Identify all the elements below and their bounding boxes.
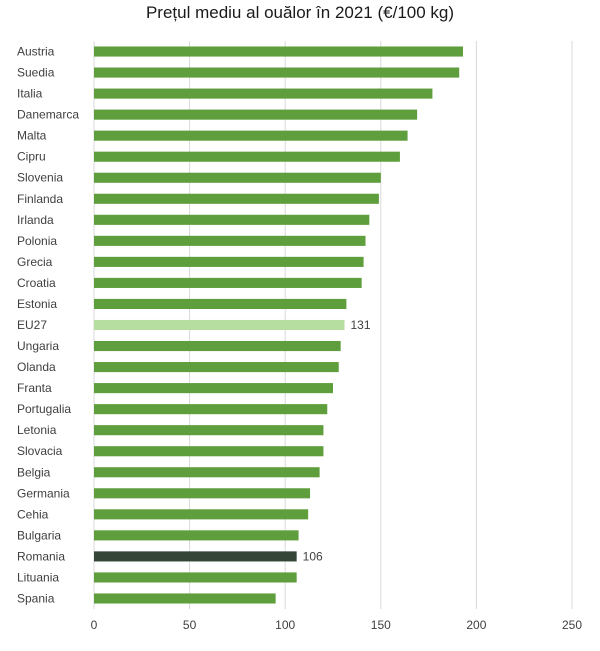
bar-suedia xyxy=(94,67,460,78)
category-label-ungaria: Ungaria xyxy=(17,339,59,353)
category-label-irlanda: Irlanda xyxy=(17,213,54,227)
category-label-bulgaria: Bulgaria xyxy=(17,528,61,542)
bar-slovenia xyxy=(94,172,381,183)
category-label-eu27: EU27 xyxy=(17,318,47,332)
x-tick-label-200: 200 xyxy=(466,618,486,632)
category-label-austria: Austria xyxy=(17,45,55,59)
bar-cehia xyxy=(94,509,309,520)
category-label-slovenia: Slovenia xyxy=(17,171,63,185)
category-label-malta: Malta xyxy=(17,129,47,143)
bar-cipru xyxy=(94,151,400,162)
category-label-cehia: Cehia xyxy=(17,507,49,521)
bar-polonia xyxy=(94,235,366,246)
category-label-spania: Spania xyxy=(17,591,55,605)
bar-finlanda xyxy=(94,193,379,204)
category-label-franta: Franta xyxy=(17,381,52,395)
bar-belgia xyxy=(94,467,320,478)
category-label-belgia: Belgia xyxy=(17,465,51,479)
bar-germania xyxy=(94,488,311,499)
data-label-romania: 106 xyxy=(303,549,323,563)
x-tick-label-150: 150 xyxy=(371,618,391,632)
bar-ungaria xyxy=(94,340,341,352)
category-label-polonia: Polonia xyxy=(17,234,57,248)
bar-franta xyxy=(94,383,333,394)
bar-eu27 xyxy=(94,319,345,331)
category-label-suedia: Suedia xyxy=(17,66,55,80)
bar-irlanda xyxy=(94,214,370,225)
chart-title: Prețul mediu al ouălor în 2021 (€/100 kg… xyxy=(146,3,454,22)
category-label-cipru: Cipru xyxy=(17,150,46,164)
category-label-germania: Germania xyxy=(17,486,70,500)
bars xyxy=(94,46,464,604)
data-labels: 131 106 xyxy=(303,318,371,563)
category-label-finlanda: Finlanda xyxy=(17,192,63,206)
category-label-danemarca: Danemarca xyxy=(17,108,79,122)
category-labels: Austria Suedia Italia Danemarca Malta Cipru Sl… xyxy=(17,45,79,606)
category-label-grecia: Grecia xyxy=(17,255,53,269)
bar-estonia xyxy=(94,298,347,310)
category-label-italia: Italia xyxy=(17,87,43,101)
category-label-estonia: Estonia xyxy=(17,297,57,311)
category-label-olanda: Olanda xyxy=(17,360,56,374)
bar-austria xyxy=(94,46,464,57)
bar-romania xyxy=(94,551,297,562)
x-tick-label-100: 100 xyxy=(275,618,295,632)
bar-letonia xyxy=(94,425,324,436)
x-axis-tick-labels: 0 50 100 150 200 250 xyxy=(91,618,583,632)
category-label-portugalia: Portugalia xyxy=(17,402,71,416)
category-label-slovacia: Slovacia xyxy=(17,444,63,458)
x-tick-label-0: 0 xyxy=(91,618,98,632)
category-label-croatia: Croatia xyxy=(17,276,56,290)
bar-olanda xyxy=(94,362,339,373)
bar-croatia xyxy=(94,277,362,288)
bar-lituania xyxy=(94,572,297,583)
category-label-lituania: Lituania xyxy=(17,570,59,584)
x-tick-label-250: 250 xyxy=(562,618,582,632)
category-label-letonia: Letonia xyxy=(17,423,57,437)
bar-malta xyxy=(94,130,408,141)
x-tick-label-50: 50 xyxy=(183,618,197,632)
bar-grecia xyxy=(94,256,364,267)
bar-slovacia xyxy=(94,446,324,457)
bar-spania xyxy=(94,593,276,604)
bar-italia xyxy=(94,88,433,99)
bar-bulgaria xyxy=(94,530,299,541)
bar-danemarca xyxy=(94,109,418,120)
category-label-romania: Romania xyxy=(17,549,65,563)
bar-portugalia xyxy=(94,404,328,415)
data-label-eu27: 131 xyxy=(350,318,370,332)
